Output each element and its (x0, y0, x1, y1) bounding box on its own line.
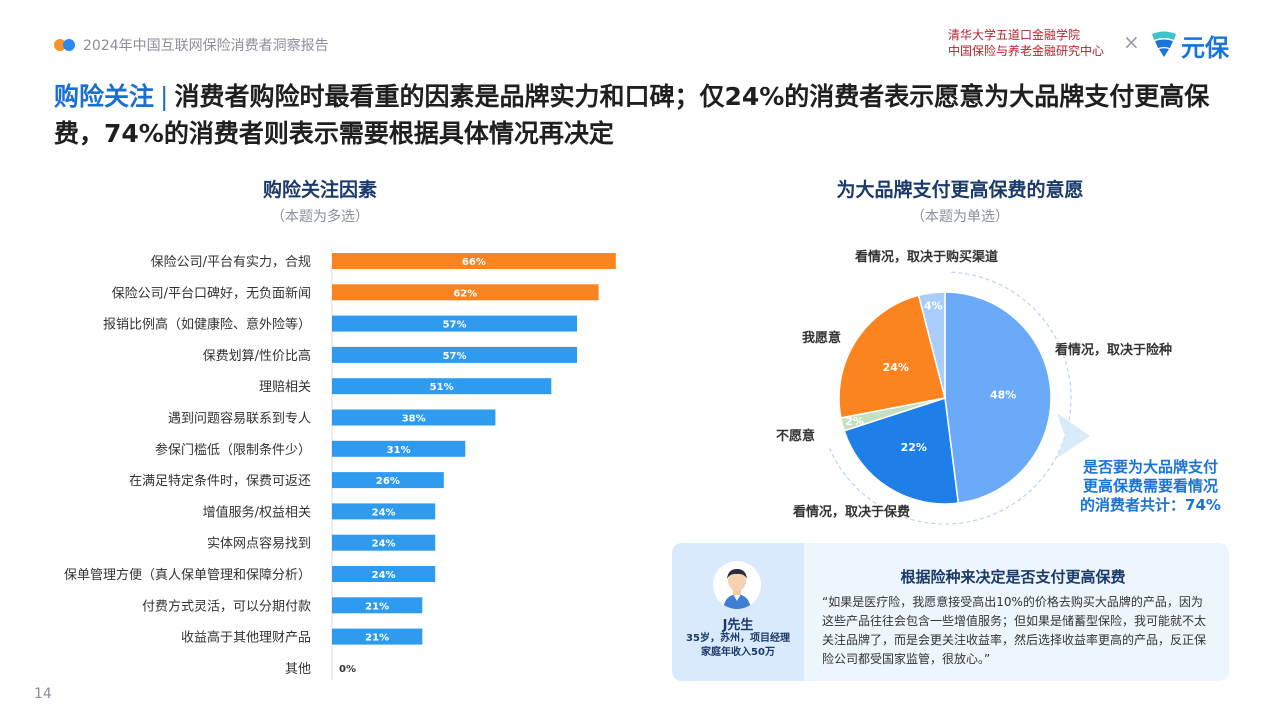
bar (332, 503, 436, 520)
callout-line-3: 的消费者共计：74% (1080, 496, 1221, 514)
report-dots-icon (54, 39, 78, 51)
callout-line-1: 是否要为大品牌支付 (1082, 458, 1218, 476)
pie-slice (917, 291, 946, 399)
brand-premium-pie-chart: 48% 22% 2% 24% 4% (829, 271, 1090, 525)
bar (332, 472, 444, 489)
callout-arrow-icon (1057, 413, 1090, 458)
bar-category-label: 参保门槛低（限制条件少） (155, 442, 311, 458)
bar-category-label: 在满足特定条件时，保费可返还 (129, 473, 311, 489)
bar-value-label: 62% (453, 288, 477, 299)
partner-institution: 清华大学五道口金融学院 中国保险与养老金融研究中心 (948, 27, 1104, 59)
persona-line-1: 35岁，苏州，项目经理 (686, 633, 790, 644)
bar-value-label: 51% (430, 382, 454, 393)
page-number: 14 (34, 686, 52, 702)
pie-slice (944, 291, 1052, 505)
bar-value-label: 0% (339, 664, 356, 675)
bar (332, 378, 552, 395)
bar-category-label: 付费方式灵活，可以分期付款 (142, 598, 311, 614)
page-headline: 购险关注 | 消费者购险时最看重的因素是品牌实力和口碑；仅24%的消费者表示愿意为大… (54, 78, 1234, 152)
bar-category-label: 遇到问题容易联系到专人 (168, 411, 311, 427)
bar (332, 346, 578, 363)
pie-slice (838, 294, 946, 419)
purchase-factors-bar-chart: 保险公司/平台有实力，合规 66% 保险公司/平台口碑好，无负面新闻 62% 报销比例高… (64, 249, 616, 680)
brand-name: 元保 (1181, 34, 1229, 62)
pie-chart-title: 为大品牌支付更高保费的意愿 (836, 179, 1084, 201)
pie-label-insurance-type: 看情况，取决于险种 (1055, 343, 1173, 358)
headline-tag: 购险关注 (54, 82, 155, 111)
times-sign: × (1123, 30, 1140, 54)
persona-line-2: 家庭年收入50万 (701, 647, 775, 658)
bar-value-label: 26% (376, 476, 400, 487)
bar (332, 409, 496, 426)
pie-label-unwilling: 不愿意 (776, 429, 816, 444)
pie-slice-label: 2% (845, 415, 864, 428)
bar-category-label: 理赔相关 (259, 380, 311, 395)
report-title: 2024年中国互联网保险消费者洞察报告 (83, 38, 329, 54)
quote-text: “如果是医疗险，我愿意接受高出10%的价格去购买大品牌的产品，因为这些产品往往会… (822, 595, 1207, 666)
bar-value-label: 24% (372, 570, 396, 581)
bar (332, 253, 616, 269)
pie-slice-label: 48% (990, 388, 1016, 401)
persona-info: 35岁，苏州，项目经理 家庭年收入50万 (672, 632, 804, 660)
bar-value-label: 21% (365, 601, 389, 612)
bar-category-label: 实体网点容易找到 (207, 536, 311, 552)
pie-label-channel: 看情况，取决于购买渠道 (855, 250, 999, 265)
pie-label-premium: 看情况，取决于保费 (793, 505, 911, 520)
pie-slice-label: 24% (883, 361, 909, 374)
bar-value-label: 31% (387, 445, 411, 456)
bar-value-label: 38% (402, 414, 426, 425)
bar (332, 628, 423, 645)
pie-dashed-ring (829, 271, 1072, 525)
pie-slice (843, 397, 960, 505)
brand-logo: 元保 (1149, 27, 1235, 62)
bar-category-label: 报销比例高（如健康险、意外险等） (103, 317, 311, 333)
bar-chart-title: 购险关注因素 (262, 179, 377, 201)
partner-line-1: 清华大学五道口金融学院 (948, 28, 1081, 42)
man-avatar-icon (713, 561, 761, 609)
bar-category-label: 保险公司/平台口碑好，无负面新闻 (112, 285, 311, 301)
bar-category-label: 收益高于其他理财产品 (181, 630, 311, 646)
bar (332, 315, 578, 332)
bar-value-label: 66% (462, 257, 486, 268)
bar-category-label: 增值服务/权益相关 (203, 504, 311, 520)
pie-callout-annotation: 是否要为大品牌支付 更高保费需要看情况 的消费者共计：74% (1080, 458, 1221, 515)
partner-line-2: 中国保险与养老金融研究中心 (948, 44, 1105, 58)
bar-value-label: 21% (365, 633, 389, 644)
pie-chart-subtitle: （本题为单选） (911, 209, 1009, 225)
bar-category-label: 其他 (285, 662, 311, 677)
bar-value-label: 24% (372, 539, 396, 550)
headline-separator: | (160, 82, 169, 111)
bar (332, 284, 599, 301)
bar-value-label: 57% (443, 351, 467, 362)
bar-value-label: 24% (372, 507, 396, 518)
bar (332, 566, 436, 582)
bar-category-label: 保费划算/性价比高 (203, 348, 311, 364)
callout-line-2: 更高保费需要看情况 (1082, 477, 1218, 495)
headline-text: 消费者购险时最看重的因素是品牌实力和口碑；仅24%的消费者表示愿意为大品牌支付更… (54, 82, 1210, 148)
pie-label-willing: 我愿意 (802, 331, 842, 346)
bar-value-label: 57% (443, 320, 467, 331)
quote-title: 根据险种来决定是否支付更高保费 (900, 568, 1126, 586)
pie-slice-label: 22% (901, 441, 927, 454)
bar (332, 440, 466, 457)
bar-category-label: 保单管理方便（真人保单管理和保障分析） (64, 567, 311, 583)
persona-name: J先生 (722, 618, 754, 633)
pie-slice-label: 4% (924, 299, 943, 312)
yuanbao-shield-logo-icon (1152, 31, 1176, 57)
bar-category-label: 保险公司/平台有实力，合规 (151, 255, 311, 270)
bar-chart-subtitle: （本题为多选） (271, 209, 369, 225)
bar (332, 597, 423, 614)
bar (332, 534, 436, 551)
